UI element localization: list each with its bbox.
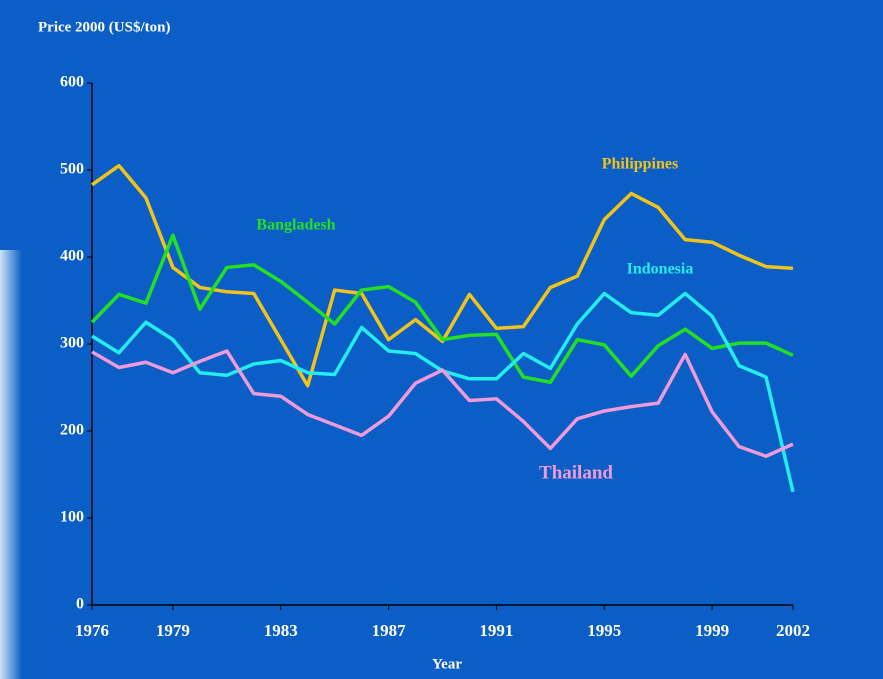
series-label: Bangladesh bbox=[256, 217, 335, 234]
x-tick-label: 1999 bbox=[695, 621, 729, 640]
x-tick-label: 1995 bbox=[587, 621, 621, 640]
series-label: Thailand bbox=[539, 462, 613, 483]
x-tick-label: 2002 bbox=[776, 621, 810, 640]
series-line bbox=[91, 349, 794, 458]
x-axis-label: Year bbox=[432, 656, 462, 672]
y-tick-label: 500 bbox=[60, 161, 84, 178]
x-tick-label: 1983 bbox=[264, 621, 298, 640]
x-tick-label: 1987 bbox=[372, 621, 407, 640]
y-tick-label: 600 bbox=[60, 74, 84, 91]
y-tick-label: 400 bbox=[60, 248, 84, 265]
y-tick-label: 200 bbox=[60, 422, 84, 439]
x-tick-label: 1979 bbox=[156, 621, 190, 640]
y-tick-label: 100 bbox=[60, 509, 84, 526]
x-tick-label: 1991 bbox=[479, 621, 513, 640]
series-label: Philippines bbox=[602, 156, 678, 173]
y-tick-label: 0 bbox=[76, 596, 84, 613]
side-gradient bbox=[0, 250, 22, 679]
series-line bbox=[90, 233, 794, 385]
x-tick-label: 1976 bbox=[75, 621, 109, 640]
series-label: Indonesia bbox=[627, 261, 694, 278]
y-tick-label: 300 bbox=[60, 335, 84, 352]
y-axis-label: Price 2000 (US$/ton) bbox=[38, 19, 170, 35]
